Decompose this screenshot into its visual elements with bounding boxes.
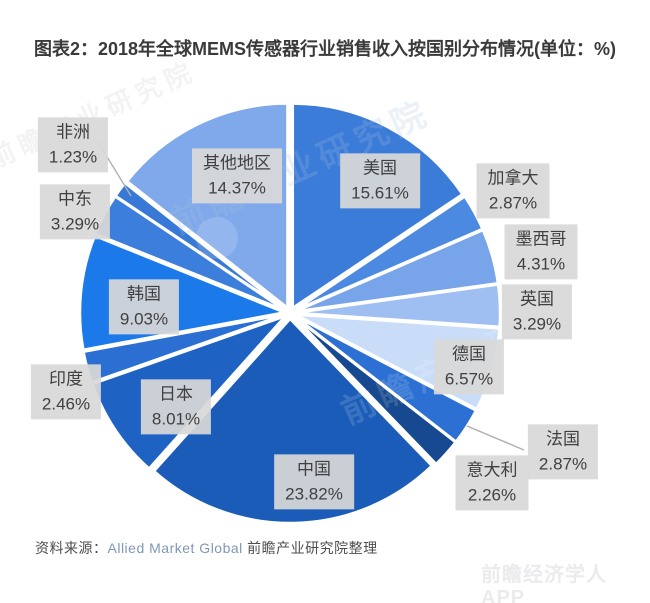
pie-slice-意大利 xyxy=(293,315,457,466)
source-suffix: 前瞻产业研究院整理 xyxy=(242,540,378,556)
leader-line-非洲 xyxy=(97,141,132,197)
source-line: 资料来源：Allied Market Global 前瞻产业研究院整理 xyxy=(35,538,378,558)
source-prefix: 资料来源： xyxy=(35,540,108,556)
chart-title: 图表2：2018年全球MEMS传感器行业销售收入按国别分布情况(单位：%) xyxy=(33,39,617,59)
pie-slice-英国 xyxy=(294,283,502,328)
watermark-app-badge: 前瞻经济学人APP xyxy=(481,564,607,603)
pie-slice-墨西哥 xyxy=(294,228,500,313)
leader-line-法国 xyxy=(466,425,525,451)
pie-slice-非洲 xyxy=(114,181,287,311)
pie-slice-中国 xyxy=(152,317,433,525)
source-org-name: Allied Market Global xyxy=(107,540,243,556)
pie-slice-加拿大 xyxy=(294,195,484,312)
